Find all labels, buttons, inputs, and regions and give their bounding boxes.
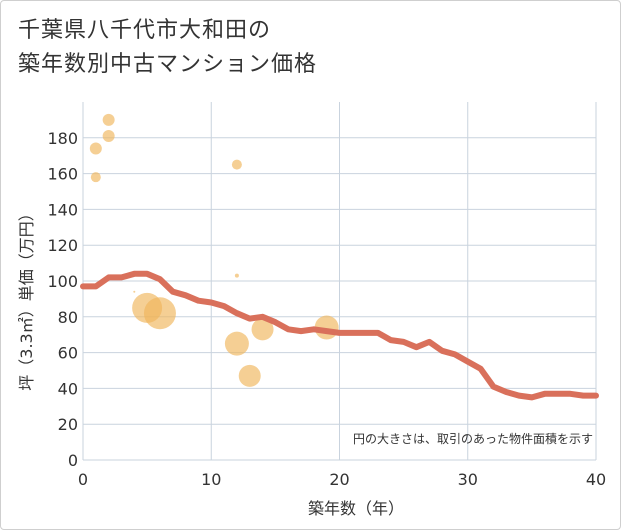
- x-tick-label: 20: [329, 470, 349, 489]
- data-bubble: [90, 172, 101, 183]
- data-bubble: [231, 159, 242, 170]
- chart-title: 千葉県八千代市大和田の 築年数別中古マンション価格: [18, 14, 317, 82]
- y-tick-label: 120: [47, 236, 78, 255]
- data-bubble: [224, 331, 249, 356]
- bubbles: [89, 113, 339, 387]
- x-axis-title: 築年数（年）: [308, 499, 404, 518]
- y-tick-label: 40: [58, 379, 78, 398]
- title-line-1: 千葉県八千代市大和田の: [18, 18, 272, 43]
- trend-line: [80, 270, 599, 401]
- y-tick-label: 20: [58, 415, 78, 434]
- data-bubble: [102, 130, 115, 143]
- y-axis-title: 坪（3.3㎡）単価（万円）: [17, 205, 36, 390]
- y-tick-label: 60: [58, 344, 78, 363]
- data-bubble: [143, 297, 176, 330]
- data-bubble: [238, 364, 261, 387]
- data-bubble: [234, 273, 239, 278]
- x-tick-labels: 0 10 20 30 40: [78, 470, 606, 489]
- bubble-size-note: 円の大きさは、取引のあった物件面積を示す: [353, 431, 593, 446]
- y-tick-label: 100: [47, 272, 78, 291]
- y-tick-labels: 0 20 40 60 80 100 120 140 160 180: [47, 129, 78, 470]
- y-tick-label: 140: [47, 200, 78, 219]
- data-bubble: [102, 113, 115, 126]
- data-bubble: [251, 318, 274, 341]
- y-tick-label: 0: [68, 451, 78, 470]
- x-tick-label: 0: [78, 470, 88, 489]
- y-tick-label: 80: [58, 308, 78, 327]
- data-bubble: [89, 142, 102, 155]
- x-tick-label: 40: [586, 470, 606, 489]
- title-line-2: 築年数別中古マンション価格: [18, 52, 318, 77]
- data-bubble: [133, 290, 136, 293]
- x-tick-label: 10: [201, 470, 221, 489]
- y-tick-label: 180: [47, 129, 78, 148]
- x-tick-label: 30: [458, 470, 478, 489]
- y-tick-label: 160: [47, 165, 78, 184]
